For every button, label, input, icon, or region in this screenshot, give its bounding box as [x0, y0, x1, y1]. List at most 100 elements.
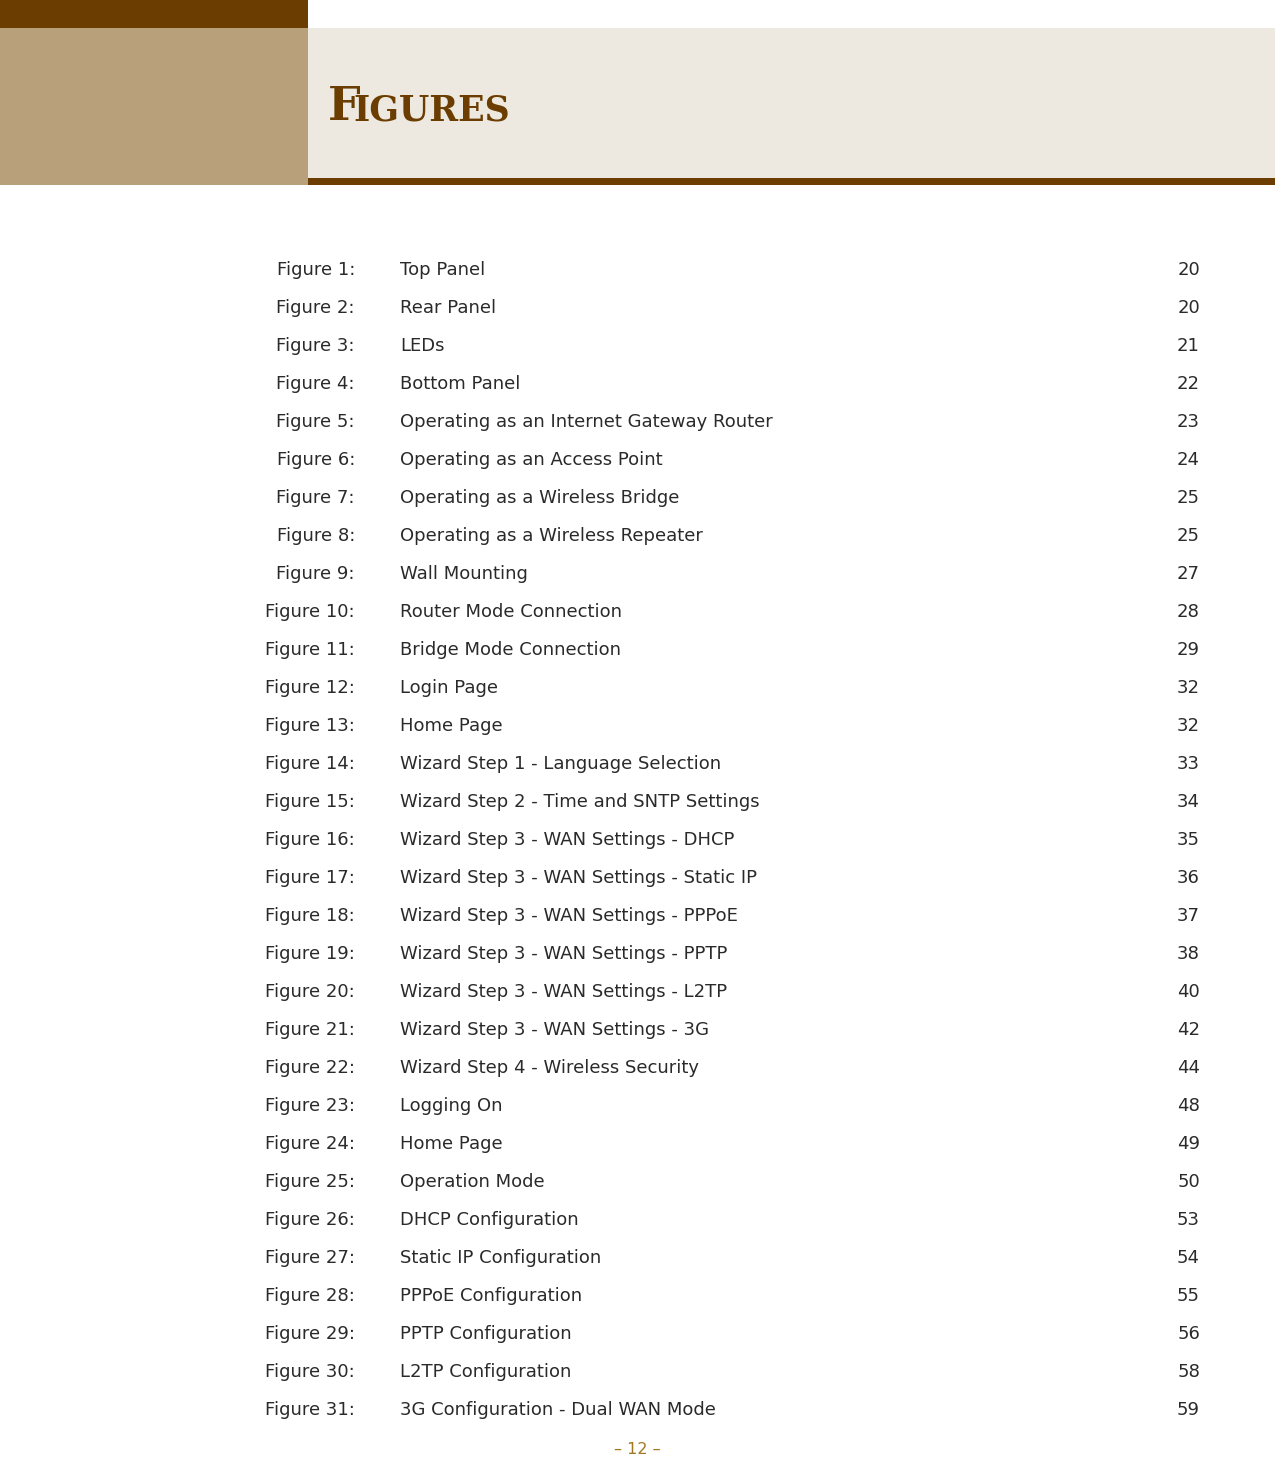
Text: 27: 27 [1177, 565, 1200, 584]
Text: 58: 58 [1177, 1363, 1200, 1381]
Text: 59: 59 [1177, 1400, 1200, 1419]
Text: Figure 11:: Figure 11: [265, 641, 354, 659]
Text: Wizard Step 1 - Language Selection: Wizard Step 1 - Language Selection [400, 755, 722, 772]
Text: Figure 28:: Figure 28: [265, 1287, 354, 1304]
Text: DHCP Configuration: DHCP Configuration [400, 1212, 579, 1229]
Text: Operation Mode: Operation Mode [400, 1173, 544, 1191]
Text: 32: 32 [1177, 680, 1200, 697]
Text: 50: 50 [1177, 1173, 1200, 1191]
Text: Home Page: Home Page [400, 1135, 502, 1153]
Text: Operating as a Wireless Bridge: Operating as a Wireless Bridge [400, 489, 680, 507]
Text: 20: 20 [1177, 299, 1200, 317]
Text: 20: 20 [1177, 261, 1200, 279]
Text: PPTP Configuration: PPTP Configuration [400, 1325, 571, 1343]
Text: Figure 1:: Figure 1: [277, 261, 354, 279]
Bar [309, 28, 1275, 186]
Text: Figure 16:: Figure 16: [265, 831, 354, 849]
Text: 53: 53 [1177, 1212, 1200, 1229]
Bar [0, 0, 1275, 28]
Text: 36: 36 [1177, 870, 1200, 887]
Text: Figure 24:: Figure 24: [265, 1135, 354, 1153]
Text: Operating as an Internet Gateway Router: Operating as an Internet Gateway Router [400, 413, 773, 430]
Text: F: F [328, 84, 361, 130]
Text: 29: 29 [1177, 641, 1200, 659]
Text: Figure 4:: Figure 4: [277, 374, 354, 394]
Bar [309, 0, 1275, 28]
Text: Figure 10:: Figure 10: [265, 603, 354, 621]
Text: Figure 27:: Figure 27: [265, 1248, 354, 1268]
Text: Top Panel: Top Panel [400, 261, 486, 279]
Text: Figure 3:: Figure 3: [277, 338, 354, 355]
Text: 23: 23 [1177, 413, 1200, 430]
Text: Figure 7:: Figure 7: [277, 489, 354, 507]
Text: Figure 18:: Figure 18: [265, 907, 354, 926]
Text: 55: 55 [1177, 1287, 1200, 1304]
Text: LEDs: LEDs [400, 338, 445, 355]
Text: Figure 12:: Figure 12: [265, 680, 354, 697]
Text: Figure 9:: Figure 9: [277, 565, 354, 584]
Text: Figure 30:: Figure 30: [265, 1363, 354, 1381]
Text: Figure 15:: Figure 15: [265, 793, 354, 811]
Text: Wizard Step 3 - WAN Settings - 3G: Wizard Step 3 - WAN Settings - 3G [400, 1021, 709, 1039]
Text: Figure 29:: Figure 29: [265, 1325, 354, 1343]
Text: L2TP Configuration: L2TP Configuration [400, 1363, 571, 1381]
Text: Logging On: Logging On [400, 1097, 502, 1114]
Text: Figure 26:: Figure 26: [265, 1212, 354, 1229]
Text: Figure 21:: Figure 21: [265, 1021, 354, 1039]
Text: Bottom Panel: Bottom Panel [400, 374, 520, 394]
Text: Figure 6:: Figure 6: [277, 451, 354, 469]
Text: Figure 31:: Figure 31: [265, 1400, 354, 1419]
Text: Figure 13:: Figure 13: [265, 716, 354, 736]
Text: 33: 33 [1177, 755, 1200, 772]
Text: Wizard Step 3 - WAN Settings - DHCP: Wizard Step 3 - WAN Settings - DHCP [400, 831, 734, 849]
Text: Operating as a Wireless Repeater: Operating as a Wireless Repeater [400, 528, 703, 545]
Text: Wizard Step 3 - WAN Settings - Static IP: Wizard Step 3 - WAN Settings - Static IP [400, 870, 757, 887]
Text: Wizard Step 2 - Time and SNTP Settings: Wizard Step 2 - Time and SNTP Settings [400, 793, 760, 811]
Bar [0, 0, 309, 186]
Text: 21: 21 [1177, 338, 1200, 355]
Text: 34: 34 [1177, 793, 1200, 811]
Text: Login Page: Login Page [400, 680, 499, 697]
Text: Figure 19:: Figure 19: [265, 945, 354, 963]
Text: 42: 42 [1177, 1021, 1200, 1039]
Text: Figure 23:: Figure 23: [265, 1097, 354, 1114]
Text: 24: 24 [1177, 451, 1200, 469]
Text: 32: 32 [1177, 716, 1200, 736]
Text: 48: 48 [1177, 1097, 1200, 1114]
Text: Wall Mounting: Wall Mounting [400, 565, 528, 584]
Text: Figure 8:: Figure 8: [277, 528, 354, 545]
Text: Bridge Mode Connection: Bridge Mode Connection [400, 641, 621, 659]
Text: 54: 54 [1177, 1248, 1200, 1268]
Text: Home Page: Home Page [400, 716, 502, 736]
Text: Figure 17:: Figure 17: [265, 870, 354, 887]
Text: Wizard Step 4 - Wireless Security: Wizard Step 4 - Wireless Security [400, 1058, 699, 1077]
Text: 25: 25 [1177, 528, 1200, 545]
Bar [309, 178, 1275, 186]
Text: Figure 25:: Figure 25: [265, 1173, 354, 1191]
Text: Operating as an Access Point: Operating as an Access Point [400, 451, 663, 469]
Text: PPPoE Configuration: PPPoE Configuration [400, 1287, 583, 1304]
Text: Wizard Step 3 - WAN Settings - PPPoE: Wizard Step 3 - WAN Settings - PPPoE [400, 907, 738, 926]
Text: Static IP Configuration: Static IP Configuration [400, 1248, 602, 1268]
Text: 25: 25 [1177, 489, 1200, 507]
Text: 44: 44 [1177, 1058, 1200, 1077]
Text: Figure 22:: Figure 22: [265, 1058, 354, 1077]
Text: 38: 38 [1177, 945, 1200, 963]
Text: 56: 56 [1177, 1325, 1200, 1343]
Text: 22: 22 [1177, 374, 1200, 394]
Text: 28: 28 [1177, 603, 1200, 621]
Text: Figure 2:: Figure 2: [277, 299, 354, 317]
Text: 40: 40 [1177, 983, 1200, 1001]
Text: 37: 37 [1177, 907, 1200, 926]
Text: Figure 20:: Figure 20: [265, 983, 354, 1001]
Text: 35: 35 [1177, 831, 1200, 849]
Text: Figure 14:: Figure 14: [265, 755, 354, 772]
Text: Figure 5:: Figure 5: [277, 413, 354, 430]
Text: Router Mode Connection: Router Mode Connection [400, 603, 622, 621]
Text: IGURES: IGURES [353, 93, 510, 127]
Text: Rear Panel: Rear Panel [400, 299, 496, 317]
Text: Wizard Step 3 - WAN Settings - PPTP: Wizard Step 3 - WAN Settings - PPTP [400, 945, 727, 963]
Text: – 12 –: – 12 – [615, 1443, 660, 1458]
Text: Wizard Step 3 - WAN Settings - L2TP: Wizard Step 3 - WAN Settings - L2TP [400, 983, 727, 1001]
Text: 3G Configuration - Dual WAN Mode: 3G Configuration - Dual WAN Mode [400, 1400, 715, 1419]
